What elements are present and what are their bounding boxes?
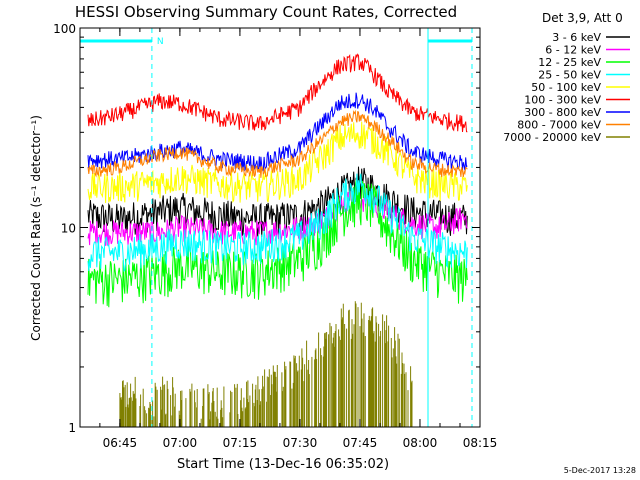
legend-entry: 800 - 7000 keV xyxy=(517,119,630,132)
x-tick-label: 07:30 xyxy=(283,436,318,450)
series-8 xyxy=(119,301,413,427)
legend-entry: 25 - 50 keV xyxy=(538,69,630,82)
y-tick-label: 1 xyxy=(68,421,76,435)
series-5 xyxy=(87,53,468,133)
legend-entry: 12 - 25 keV xyxy=(538,56,630,69)
footer-date: 5-Dec-2017 13:28 xyxy=(564,466,636,475)
series-line xyxy=(87,173,468,273)
legend-entry: 6 - 12 keV xyxy=(545,44,630,57)
y-tick-label: 10 xyxy=(61,222,76,236)
series-line xyxy=(87,109,468,178)
legend-entry: 50 - 100 keV xyxy=(531,81,630,94)
legend-entry-label: 300 - 800 keV xyxy=(524,106,601,119)
x-axis-label: Start Time (13-Dec-16 06:35:02) xyxy=(177,457,389,472)
x-tick-label: 08:00 xyxy=(403,436,438,450)
series-line xyxy=(87,187,468,246)
series-6 xyxy=(87,92,468,172)
night-marker-label: N xyxy=(157,37,164,47)
legend-entry: 300 - 800 keV xyxy=(524,106,630,119)
y-tick-label: 100 xyxy=(53,22,76,36)
x-tick-label: 07:00 xyxy=(163,436,198,450)
legend-entry-label: 6 - 12 keV xyxy=(545,44,601,57)
series-4 xyxy=(87,121,468,204)
legend-entry-label: 3 - 6 keV xyxy=(552,31,601,44)
legend-entry-label: 100 - 300 keV xyxy=(524,94,601,107)
legend-entry-label: 7000 - 20000 keV xyxy=(503,131,601,144)
x-tick-label: 08:15 xyxy=(463,436,498,450)
series-3 xyxy=(87,173,468,273)
series-1 xyxy=(87,187,468,246)
series-line xyxy=(87,92,468,172)
x-tick-label: 07:15 xyxy=(223,436,258,450)
series-line xyxy=(87,53,468,133)
legend-entry: 100 - 300 keV xyxy=(524,94,630,107)
plot-area: N 06:45 07:00 07:15 07:30 07:45 08:00 08:15 1 10… xyxy=(53,22,497,450)
legend-entry-label: 25 - 50 keV xyxy=(538,69,601,82)
legend-title: Det 3,9, Att 0 xyxy=(542,11,623,25)
legend-entry-label: 800 - 7000 keV xyxy=(517,119,601,132)
series-layer xyxy=(87,53,468,427)
x-tick-label: 06:45 xyxy=(103,436,138,450)
legend-entry-label: 12 - 25 keV xyxy=(538,56,601,69)
series-7 xyxy=(87,109,468,178)
y-axis-label: Corrected Count Rate (s⁻¹ detector⁻¹) xyxy=(29,115,43,341)
x-tick-label: 07:45 xyxy=(343,436,378,450)
legend-entry-label: 50 - 100 keV xyxy=(531,81,601,94)
legend-entry: 7000 - 20000 keV xyxy=(503,131,630,144)
tick-layer: 06:45 07:00 07:15 07:30 07:45 08:00 08:15 1 10 10… xyxy=(53,22,497,450)
legend-entry: 3 - 6 keV xyxy=(552,31,630,44)
chart-title: HESSI Observing Summary Count Rates, Cor… xyxy=(75,3,457,21)
series-line xyxy=(87,121,468,204)
